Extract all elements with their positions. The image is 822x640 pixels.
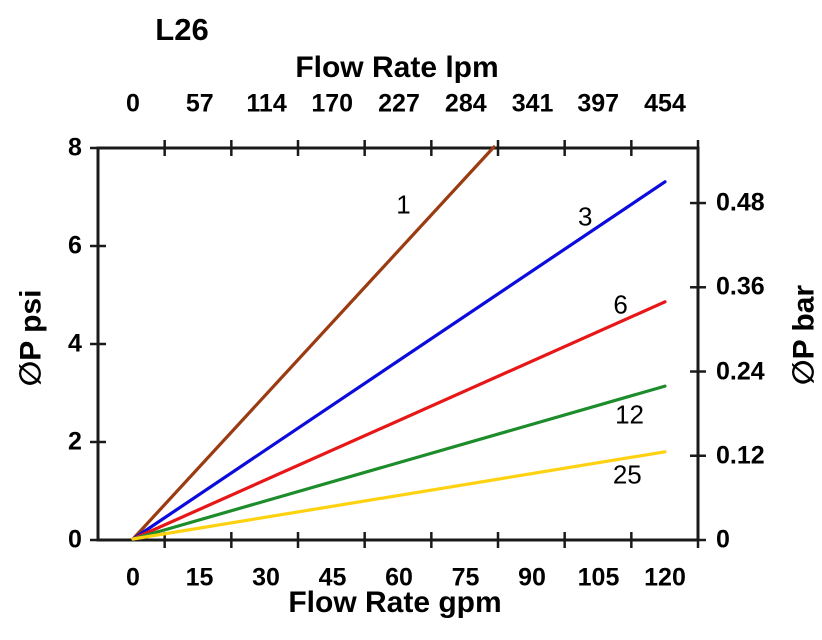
series-line-1 bbox=[131, 145, 496, 541]
top-axis-tick-label: 0 bbox=[126, 89, 140, 118]
bottom-axis-tick-label: 30 bbox=[252, 563, 280, 592]
top-axis-title: Flow Rate lpm bbox=[295, 51, 499, 84]
top-axis-tick-label: 341 bbox=[511, 89, 554, 118]
right-axis-tick-label: 0.12 bbox=[716, 441, 765, 470]
top-axis-tick-label: 114 bbox=[246, 89, 287, 118]
left-axis-tick-label: 4 bbox=[68, 329, 82, 358]
top-axis-tick-label: 227 bbox=[378, 89, 420, 118]
left-axis-tick-label: 0 bbox=[68, 525, 82, 554]
bottom-axis-tick-label: 15 bbox=[185, 563, 214, 592]
right-axis-tick-label: 0.36 bbox=[716, 272, 765, 301]
bottom-axis-tick-label: 0 bbox=[126, 563, 140, 592]
series-line-6 bbox=[131, 300, 667, 541]
series-label-1: 1 bbox=[396, 189, 411, 220]
series-label-25: 25 bbox=[612, 459, 642, 490]
bottom-axis-tick-label: 120 bbox=[644, 563, 686, 592]
series-line-3 bbox=[131, 180, 667, 541]
series-line-12 bbox=[131, 384, 667, 541]
series-label-3: 3 bbox=[577, 201, 593, 232]
left-axis-tick-label: 2 bbox=[68, 427, 82, 456]
bottom-axis-tick-label: 105 bbox=[577, 563, 620, 592]
top-axis-tick-label: 57 bbox=[185, 89, 214, 118]
series-label-12: 12 bbox=[615, 399, 644, 430]
top-axis-tick-label: 170 bbox=[311, 89, 354, 118]
left-axis-tick-label: 8 bbox=[68, 133, 82, 162]
bottom-axis-tick-label: 45 bbox=[318, 563, 347, 592]
chart-title: L26 bbox=[155, 12, 209, 47]
top-axis-tick-label: 284 bbox=[444, 89, 487, 118]
top-axis-tick-label: 397 bbox=[577, 89, 620, 118]
bottom-axis-title: Flow Rate gpm bbox=[288, 586, 502, 619]
right-axis-tick-label: 0.24 bbox=[716, 357, 765, 386]
top-axis-tick-label: 454 bbox=[644, 89, 686, 118]
bottom-axis-tick-label: 90 bbox=[518, 563, 546, 592]
left-axis-tick-label: 6 bbox=[68, 231, 82, 260]
right-axis-tick-label: 0.48 bbox=[716, 188, 765, 217]
series-label-6: 6 bbox=[613, 289, 628, 320]
bottom-axis-tick-label: 75 bbox=[451, 563, 480, 592]
right-axis-tick-label: 0 bbox=[716, 525, 730, 554]
series-line-25 bbox=[131, 450, 667, 541]
bottom-axis-tick-label: 60 bbox=[385, 563, 413, 592]
